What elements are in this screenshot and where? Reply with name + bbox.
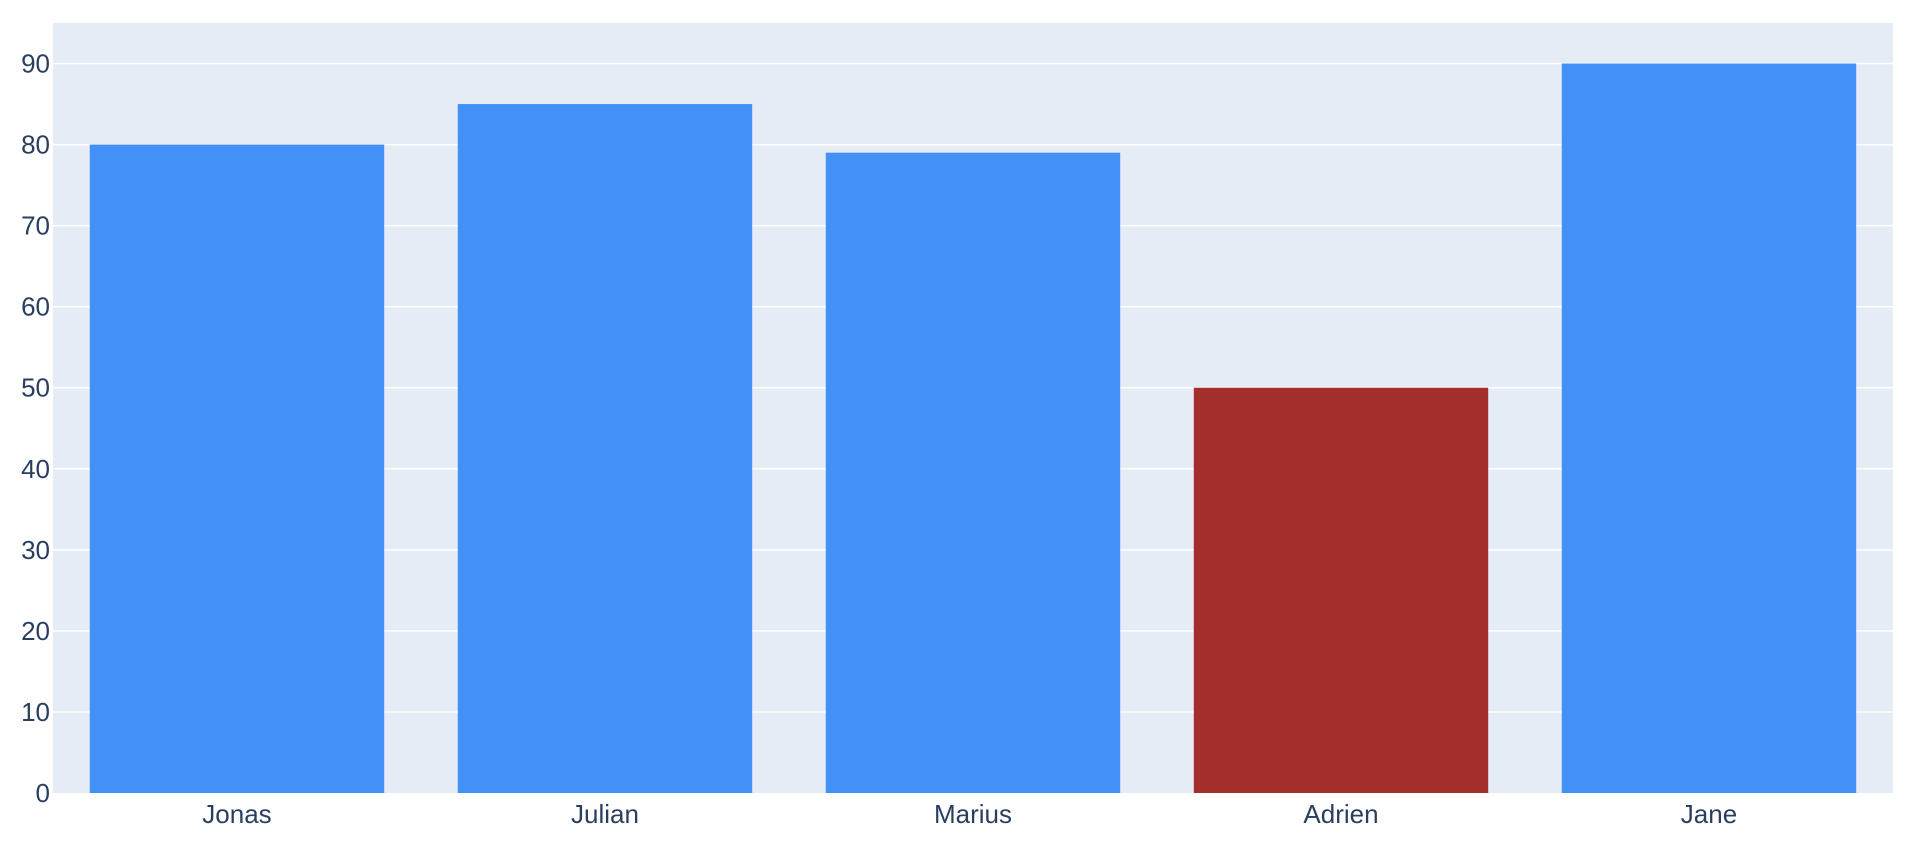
x-tick-label: Adrien	[1303, 799, 1378, 829]
bar-jane[interactable]	[1561, 63, 1857, 794]
y-axis-ticks: 0 10 20 30 40 50 60 70 80 90	[21, 49, 50, 808]
y-tick-label: 40	[21, 454, 50, 484]
y-tick-label: 0	[36, 778, 50, 808]
bar-julian[interactable]	[457, 104, 753, 794]
x-tick-label: Julian	[571, 799, 639, 829]
bars	[89, 63, 1857, 794]
x-axis-ticks: Jonas Julian Marius Adrien Jane	[202, 799, 1737, 829]
y-tick-label: 60	[21, 292, 50, 322]
y-tick-label: 70	[21, 211, 50, 241]
y-tick-label: 50	[21, 373, 50, 403]
y-tick-label: 90	[21, 49, 50, 79]
y-tick-label: 80	[21, 130, 50, 160]
bar-marius[interactable]	[825, 152, 1121, 793]
y-tick-label: 20	[21, 616, 50, 646]
bar-jonas[interactable]	[89, 144, 385, 793]
x-tick-label: Marius	[934, 799, 1012, 829]
x-tick-label: Jonas	[202, 799, 271, 829]
x-tick-label: Jane	[1681, 799, 1737, 829]
y-tick-label: 30	[21, 535, 50, 565]
y-tick-label: 10	[21, 697, 50, 727]
bar-adrien[interactable]	[1193, 387, 1489, 793]
